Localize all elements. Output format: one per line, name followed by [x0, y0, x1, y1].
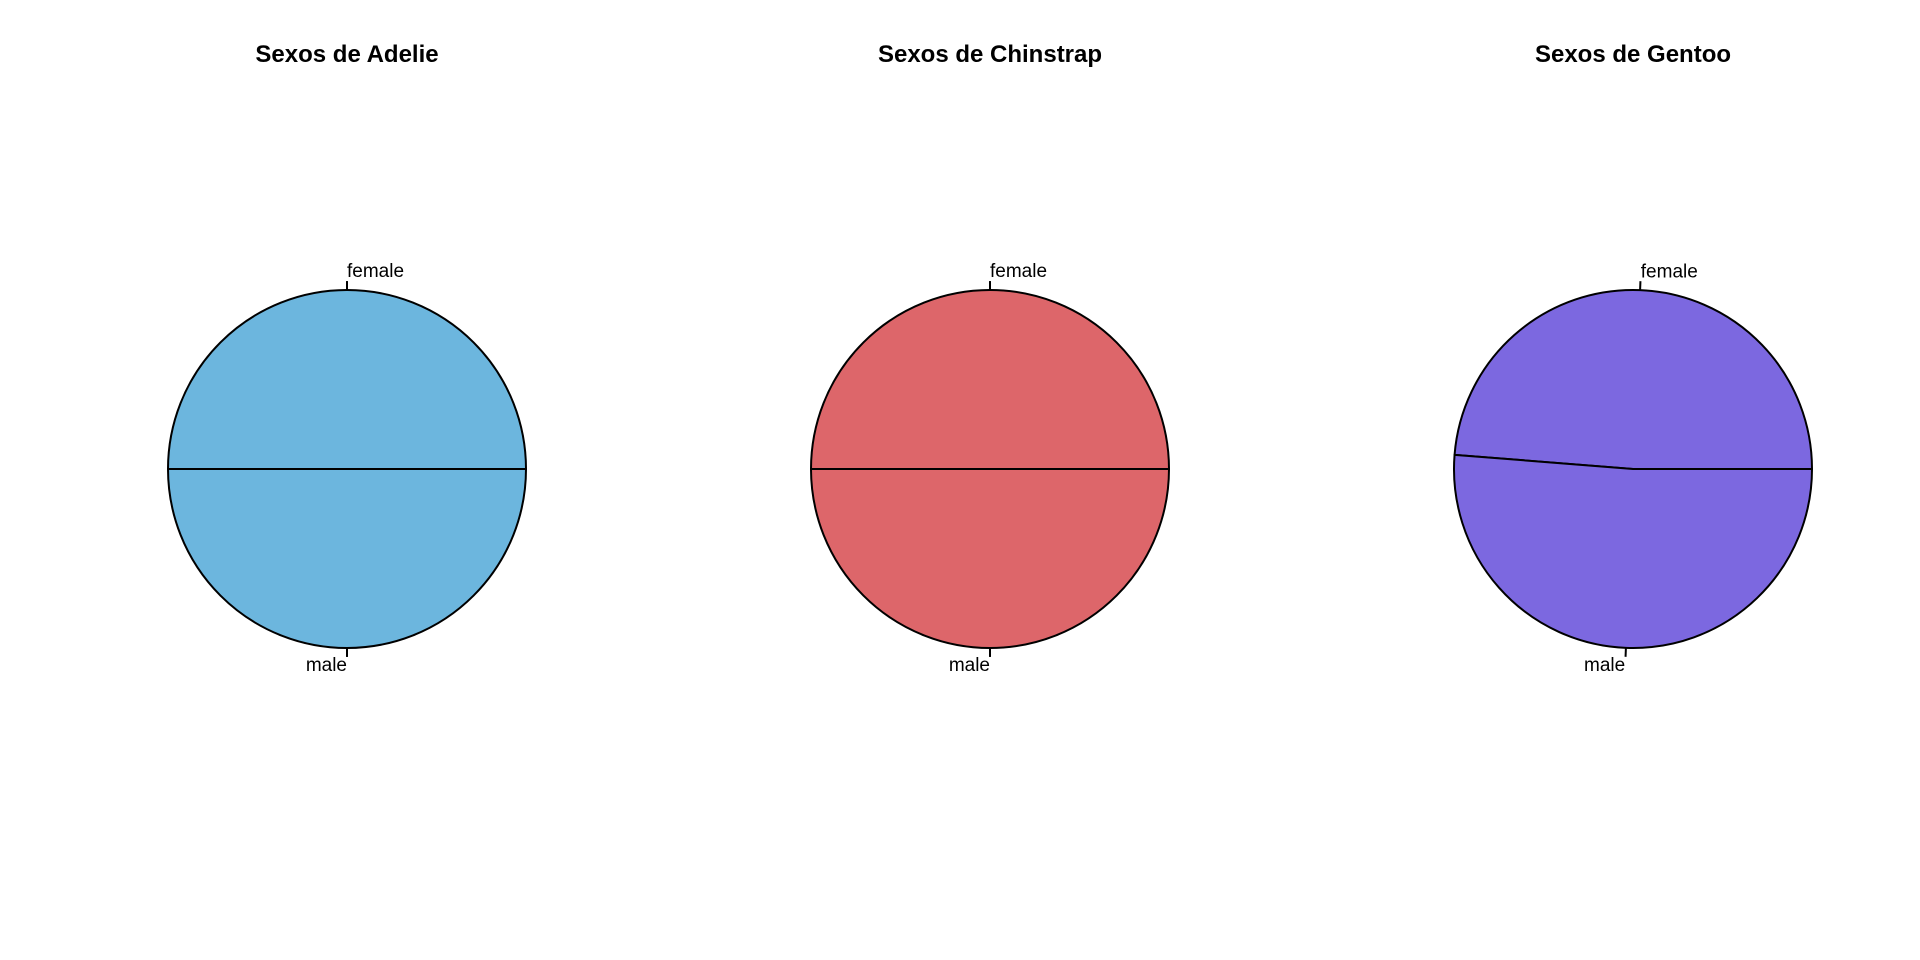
- pie-panel-gentoo: Sexos de Gentoo female male: [1453, 41, 1813, 676]
- pie-panel-adelie: Sexos de Adelie female male: [167, 41, 527, 676]
- pie-slice-male: [167, 468, 527, 649]
- chart-title: Sexos de Gentoo: [1535, 41, 1731, 68]
- pie-slice-female: [167, 289, 527, 470]
- pie-slice-label: female: [347, 261, 404, 282]
- pie-slice-label: female: [990, 261, 1047, 282]
- pie-slice-male: [1453, 453, 1813, 649]
- pie-panel-chinstrap: Sexos de Chinstrap female male: [810, 41, 1170, 676]
- pie-slice-label: female: [1641, 261, 1698, 282]
- pie-slice-label: male: [949, 655, 990, 676]
- chart-title: Sexos de Adelie: [255, 41, 438, 68]
- pie-slice-label: male: [306, 655, 347, 676]
- pie-slice-male: [810, 468, 1170, 649]
- pie-slice-label: male: [1584, 655, 1625, 676]
- chart-title: Sexos de Chinstrap: [878, 41, 1102, 68]
- pie-slice-female: [810, 289, 1170, 470]
